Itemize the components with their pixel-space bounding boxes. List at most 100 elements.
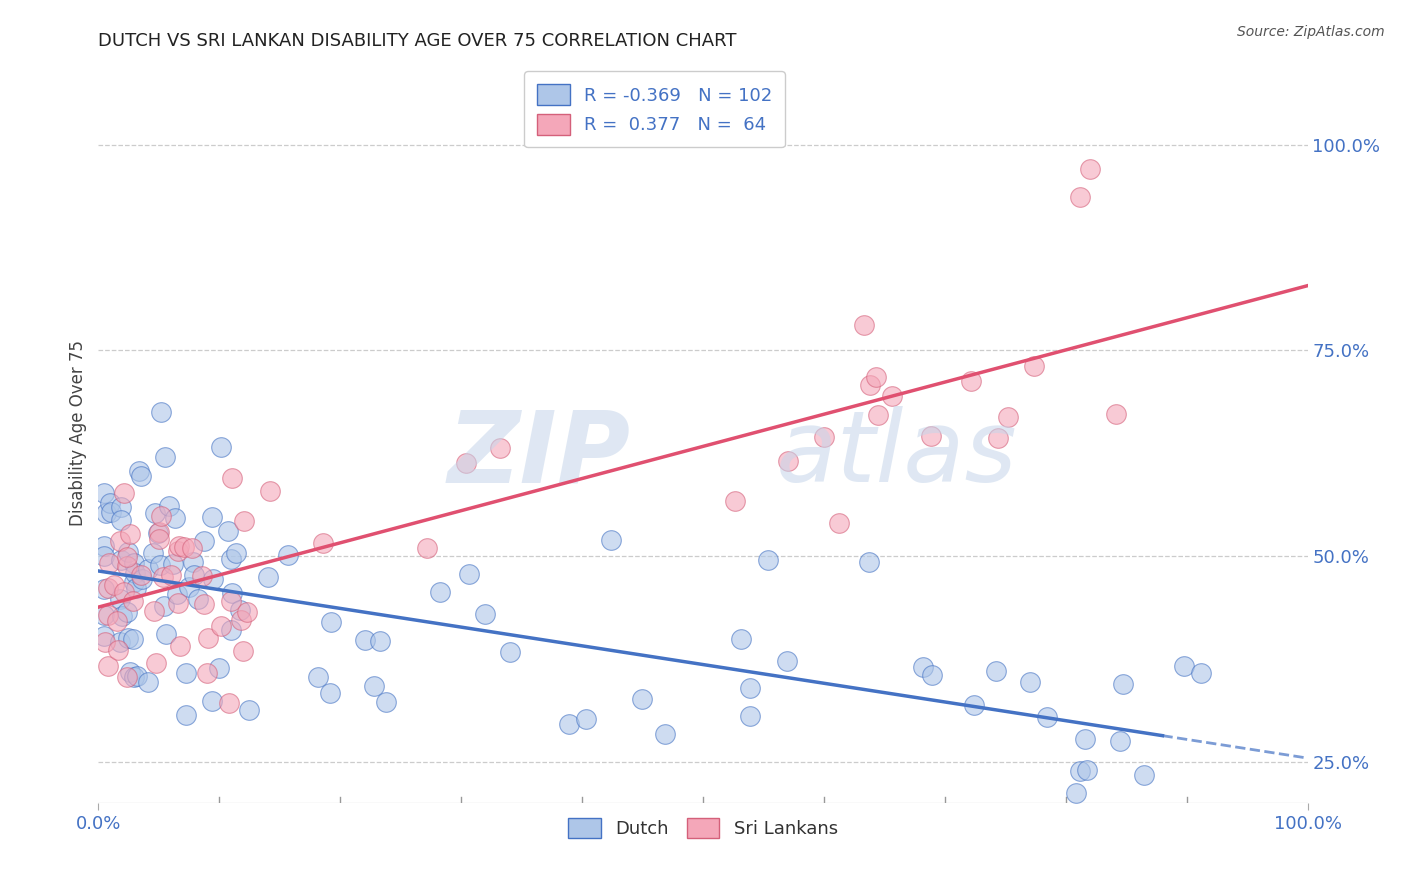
Point: [121, 632, 143, 647]
Point: [813, 430, 835, 444]
Point: [232, 644, 254, 658]
Point: [236, 605, 259, 619]
Point: [195, 665, 218, 680]
Point: [169, 639, 191, 653]
Point: [630, 692, 652, 706]
Point: [118, 665, 141, 679]
Point: [1132, 768, 1154, 782]
Point: [110, 500, 132, 514]
Point: [458, 566, 481, 581]
Point: [96, 506, 118, 520]
Point: [117, 545, 139, 559]
Point: [110, 553, 132, 567]
Point: [160, 568, 183, 582]
Point: [103, 578, 125, 592]
Point: [148, 524, 170, 539]
Point: [142, 546, 165, 560]
Point: [143, 506, 166, 520]
Point: [128, 465, 150, 479]
Point: [145, 657, 167, 671]
Point: [148, 532, 170, 546]
Point: [162, 557, 184, 571]
Point: [1105, 407, 1128, 421]
Point: [920, 429, 942, 443]
Point: [115, 558, 138, 573]
Point: [911, 660, 934, 674]
Point: [125, 581, 148, 595]
Point: [866, 408, 889, 422]
Point: [166, 587, 188, 601]
Point: [117, 631, 139, 645]
Point: [107, 643, 129, 657]
Point: [129, 568, 152, 582]
Text: DUTCH VS SRI LANKAN DISABILITY AGE OVER 75 CORRELATION CHART: DUTCH VS SRI LANKAN DISABILITY AGE OVER …: [98, 32, 737, 50]
Point: [219, 552, 242, 566]
Point: [307, 669, 329, 683]
Point: [257, 570, 280, 584]
Point: [97, 659, 120, 673]
Point: [150, 509, 173, 524]
Point: [209, 441, 232, 455]
Point: [94, 635, 117, 649]
Point: [112, 584, 135, 599]
Point: [153, 450, 176, 465]
Point: [187, 591, 209, 606]
Point: [93, 582, 115, 596]
Point: [149, 558, 172, 573]
Point: [233, 514, 256, 528]
Point: [921, 668, 943, 682]
Point: [167, 596, 190, 610]
Point: [153, 599, 176, 614]
Point: [105, 614, 128, 628]
Point: [368, 634, 391, 648]
Point: [882, 388, 904, 402]
Point: [93, 629, 115, 643]
Point: [1078, 162, 1101, 177]
Point: [756, 553, 779, 567]
Point: [127, 669, 149, 683]
Point: [865, 369, 887, 384]
Point: [193, 533, 215, 548]
Point: [100, 505, 122, 519]
Point: [986, 665, 1008, 679]
Point: [229, 613, 252, 627]
Point: [1076, 764, 1098, 778]
Point: [1189, 666, 1212, 681]
Point: [108, 534, 131, 549]
Point: [121, 594, 143, 608]
Point: [828, 516, 851, 530]
Point: [1074, 732, 1097, 747]
Text: atlas: atlas: [776, 407, 1017, 503]
Point: [136, 675, 159, 690]
Point: [221, 586, 243, 600]
Point: [1019, 675, 1042, 690]
Point: [131, 572, 153, 586]
Point: [152, 570, 174, 584]
Point: [191, 568, 214, 582]
Point: [319, 615, 342, 629]
Point: [1022, 359, 1045, 373]
Point: [730, 632, 752, 646]
Point: [174, 665, 197, 680]
Point: [207, 661, 229, 675]
Point: [217, 524, 239, 538]
Point: [146, 526, 169, 541]
Point: [93, 485, 115, 500]
Point: [319, 686, 342, 700]
Point: [858, 555, 880, 569]
Point: [557, 717, 579, 731]
Point: [963, 698, 986, 713]
Point: [574, 712, 596, 726]
Point: [429, 585, 451, 599]
Point: [166, 543, 188, 558]
Point: [115, 605, 138, 619]
Point: [183, 567, 205, 582]
Point: [193, 597, 215, 611]
Point: [416, 541, 439, 555]
Point: [209, 619, 232, 633]
Legend: Dutch, Sri Lankans: Dutch, Sri Lankans: [561, 810, 845, 846]
Point: [489, 442, 512, 456]
Point: [110, 634, 132, 648]
Point: [167, 539, 190, 553]
Point: [904, 836, 927, 850]
